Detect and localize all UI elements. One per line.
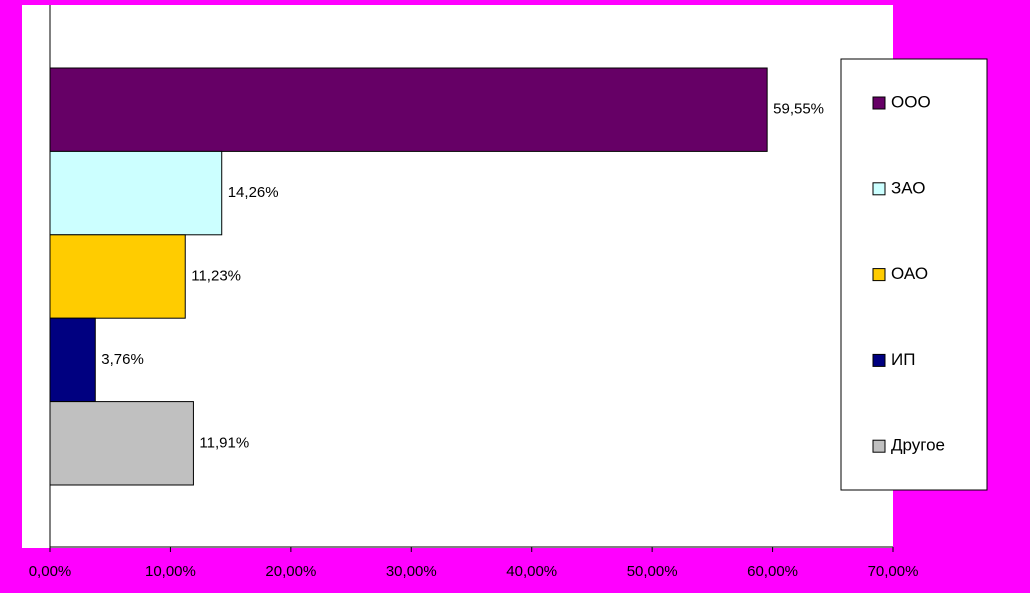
value-label: 3,76% [101, 351, 144, 368]
x-tick-label: 0,00% [29, 563, 72, 580]
value-label: 14,26% [228, 184, 279, 201]
x-tick-label: 40,00% [506, 563, 557, 580]
value-label: 59,55% [773, 101, 824, 118]
x-tick-label: 30,00% [386, 563, 437, 580]
bar [49, 317, 96, 403]
legend-label: Другое [891, 436, 945, 455]
legend-label: ИП [891, 350, 915, 369]
legend-label: ОАО [891, 264, 928, 283]
legend-marker [872, 96, 886, 110]
x-tick-label: 60,00% [747, 563, 798, 580]
x-tick-label: 10,00% [145, 563, 196, 580]
legend-marker [872, 268, 886, 282]
bar [49, 67, 768, 152]
legend-marker [872, 439, 886, 453]
x-tick-label: 50,00% [627, 563, 678, 580]
bar [49, 234, 186, 319]
x-tick-label: 70,00% [868, 563, 919, 580]
legend-marker [872, 182, 886, 196]
bar [49, 401, 194, 486]
legend-label: ООО [891, 92, 931, 111]
value-label: 11,23% [191, 267, 241, 284]
x-tick-label: 20,00% [265, 563, 316, 580]
legend-label: ЗАО [891, 178, 925, 197]
value-label: 11,91% [199, 434, 249, 451]
legend-marker [872, 353, 886, 367]
bar [49, 150, 223, 236]
legend [840, 58, 988, 491]
